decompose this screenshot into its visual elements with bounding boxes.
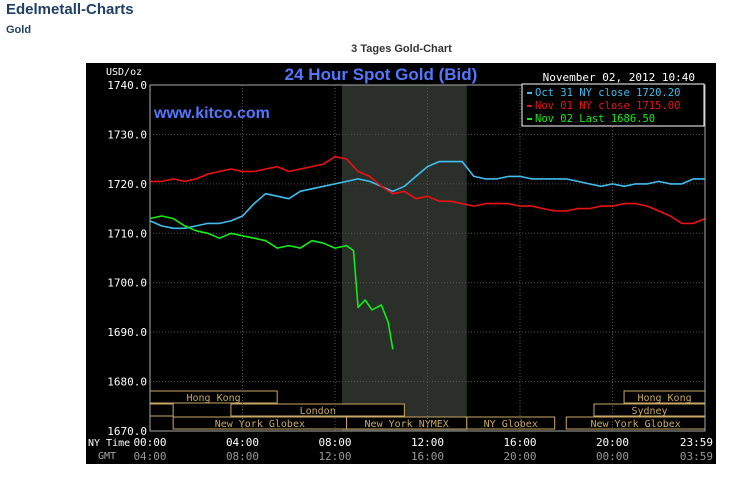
y-tick-label: 1680.0 xyxy=(107,376,147,389)
page-subtitle: Gold xyxy=(6,24,32,36)
legend-entry: Nov 01 NY close 1715.00 xyxy=(535,100,680,112)
legend-swatch xyxy=(527,105,532,107)
session-label: New York Globex xyxy=(215,419,305,430)
y-tick-label: 1720.0 xyxy=(107,178,147,191)
x-tick-label-ny: 20:00 xyxy=(596,436,629,449)
watermark: www.kitco.com xyxy=(153,105,270,122)
x-tick-label-gmt: 04:00 xyxy=(133,450,166,463)
y-tick-label: 1710.0 xyxy=(107,227,147,240)
y-tick-label: 1700.0 xyxy=(107,277,147,290)
session-label: Sydney xyxy=(631,406,667,417)
legend-entry: Oct 31 NY close 1720.20 xyxy=(535,87,680,99)
x-tick-label-ny: 16:00 xyxy=(503,436,536,449)
series-line xyxy=(150,155,706,225)
y-axis-unit: USD/oz xyxy=(106,67,142,78)
x-tick-label-ny: 00:00 xyxy=(133,436,166,449)
session-label: New York Globex xyxy=(590,419,680,430)
legend-swatch xyxy=(527,92,532,94)
x-tick-label-gmt: 16:00 xyxy=(411,450,444,463)
x-tick-label-ny: 04:00 xyxy=(226,436,259,449)
y-tick-label: 1690.0 xyxy=(107,326,147,339)
y-tick-label: 1730.0 xyxy=(107,128,147,141)
session-bar xyxy=(230,403,405,417)
nymex-highlight-band xyxy=(341,85,467,431)
legend-box xyxy=(521,83,705,127)
x-tick-label-gmt: 03:59 xyxy=(680,450,713,463)
session-label: Hong Kong xyxy=(187,393,241,404)
session-label: London xyxy=(300,406,336,417)
session-label: Hong Kong xyxy=(637,393,691,404)
legend-swatch xyxy=(527,118,532,120)
session-bar xyxy=(149,403,174,417)
y-tick-label: 1670.0 xyxy=(107,425,147,438)
page-title: Edelmetall-Charts xyxy=(6,1,134,18)
session-bar xyxy=(466,416,556,430)
session-label: New York NYMEX xyxy=(365,419,449,430)
legend-entry: Nov 02 Last 1686.50 xyxy=(535,113,655,125)
session-label: NY Globex xyxy=(484,419,538,430)
chart-caption: 3 Tages Gold-Chart xyxy=(351,43,452,55)
x-tick-label-gmt: 12:00 xyxy=(318,450,351,463)
y-tick-label: 1740.0 xyxy=(107,79,147,92)
x-tick-label-ny: 23:59 xyxy=(680,436,713,449)
x-tick-label-ny: 08:00 xyxy=(318,436,351,449)
chart-svg: Hong Kong London New York Globex New York N… xyxy=(86,63,716,464)
x-row-label-gmt: GMT xyxy=(98,451,116,462)
x-tick-label-gmt: 00:00 xyxy=(596,450,629,463)
date-label: November 02, 2012 10:40 xyxy=(543,71,695,84)
x-tick-label-ny: 12:00 xyxy=(411,436,444,449)
series-line xyxy=(149,160,705,230)
series-line xyxy=(149,215,394,350)
chart-title: 24 Hour Spot Gold (Bid) xyxy=(285,65,478,84)
plot-frame xyxy=(149,84,706,432)
x-tick-label-gmt: 20:00 xyxy=(503,450,536,463)
gold-chart: Hong Kong London New York Globex New York N… xyxy=(86,63,716,464)
x-tick-label-gmt: 08:00 xyxy=(226,450,259,463)
x-row-label-ny: NY Time xyxy=(88,438,130,449)
